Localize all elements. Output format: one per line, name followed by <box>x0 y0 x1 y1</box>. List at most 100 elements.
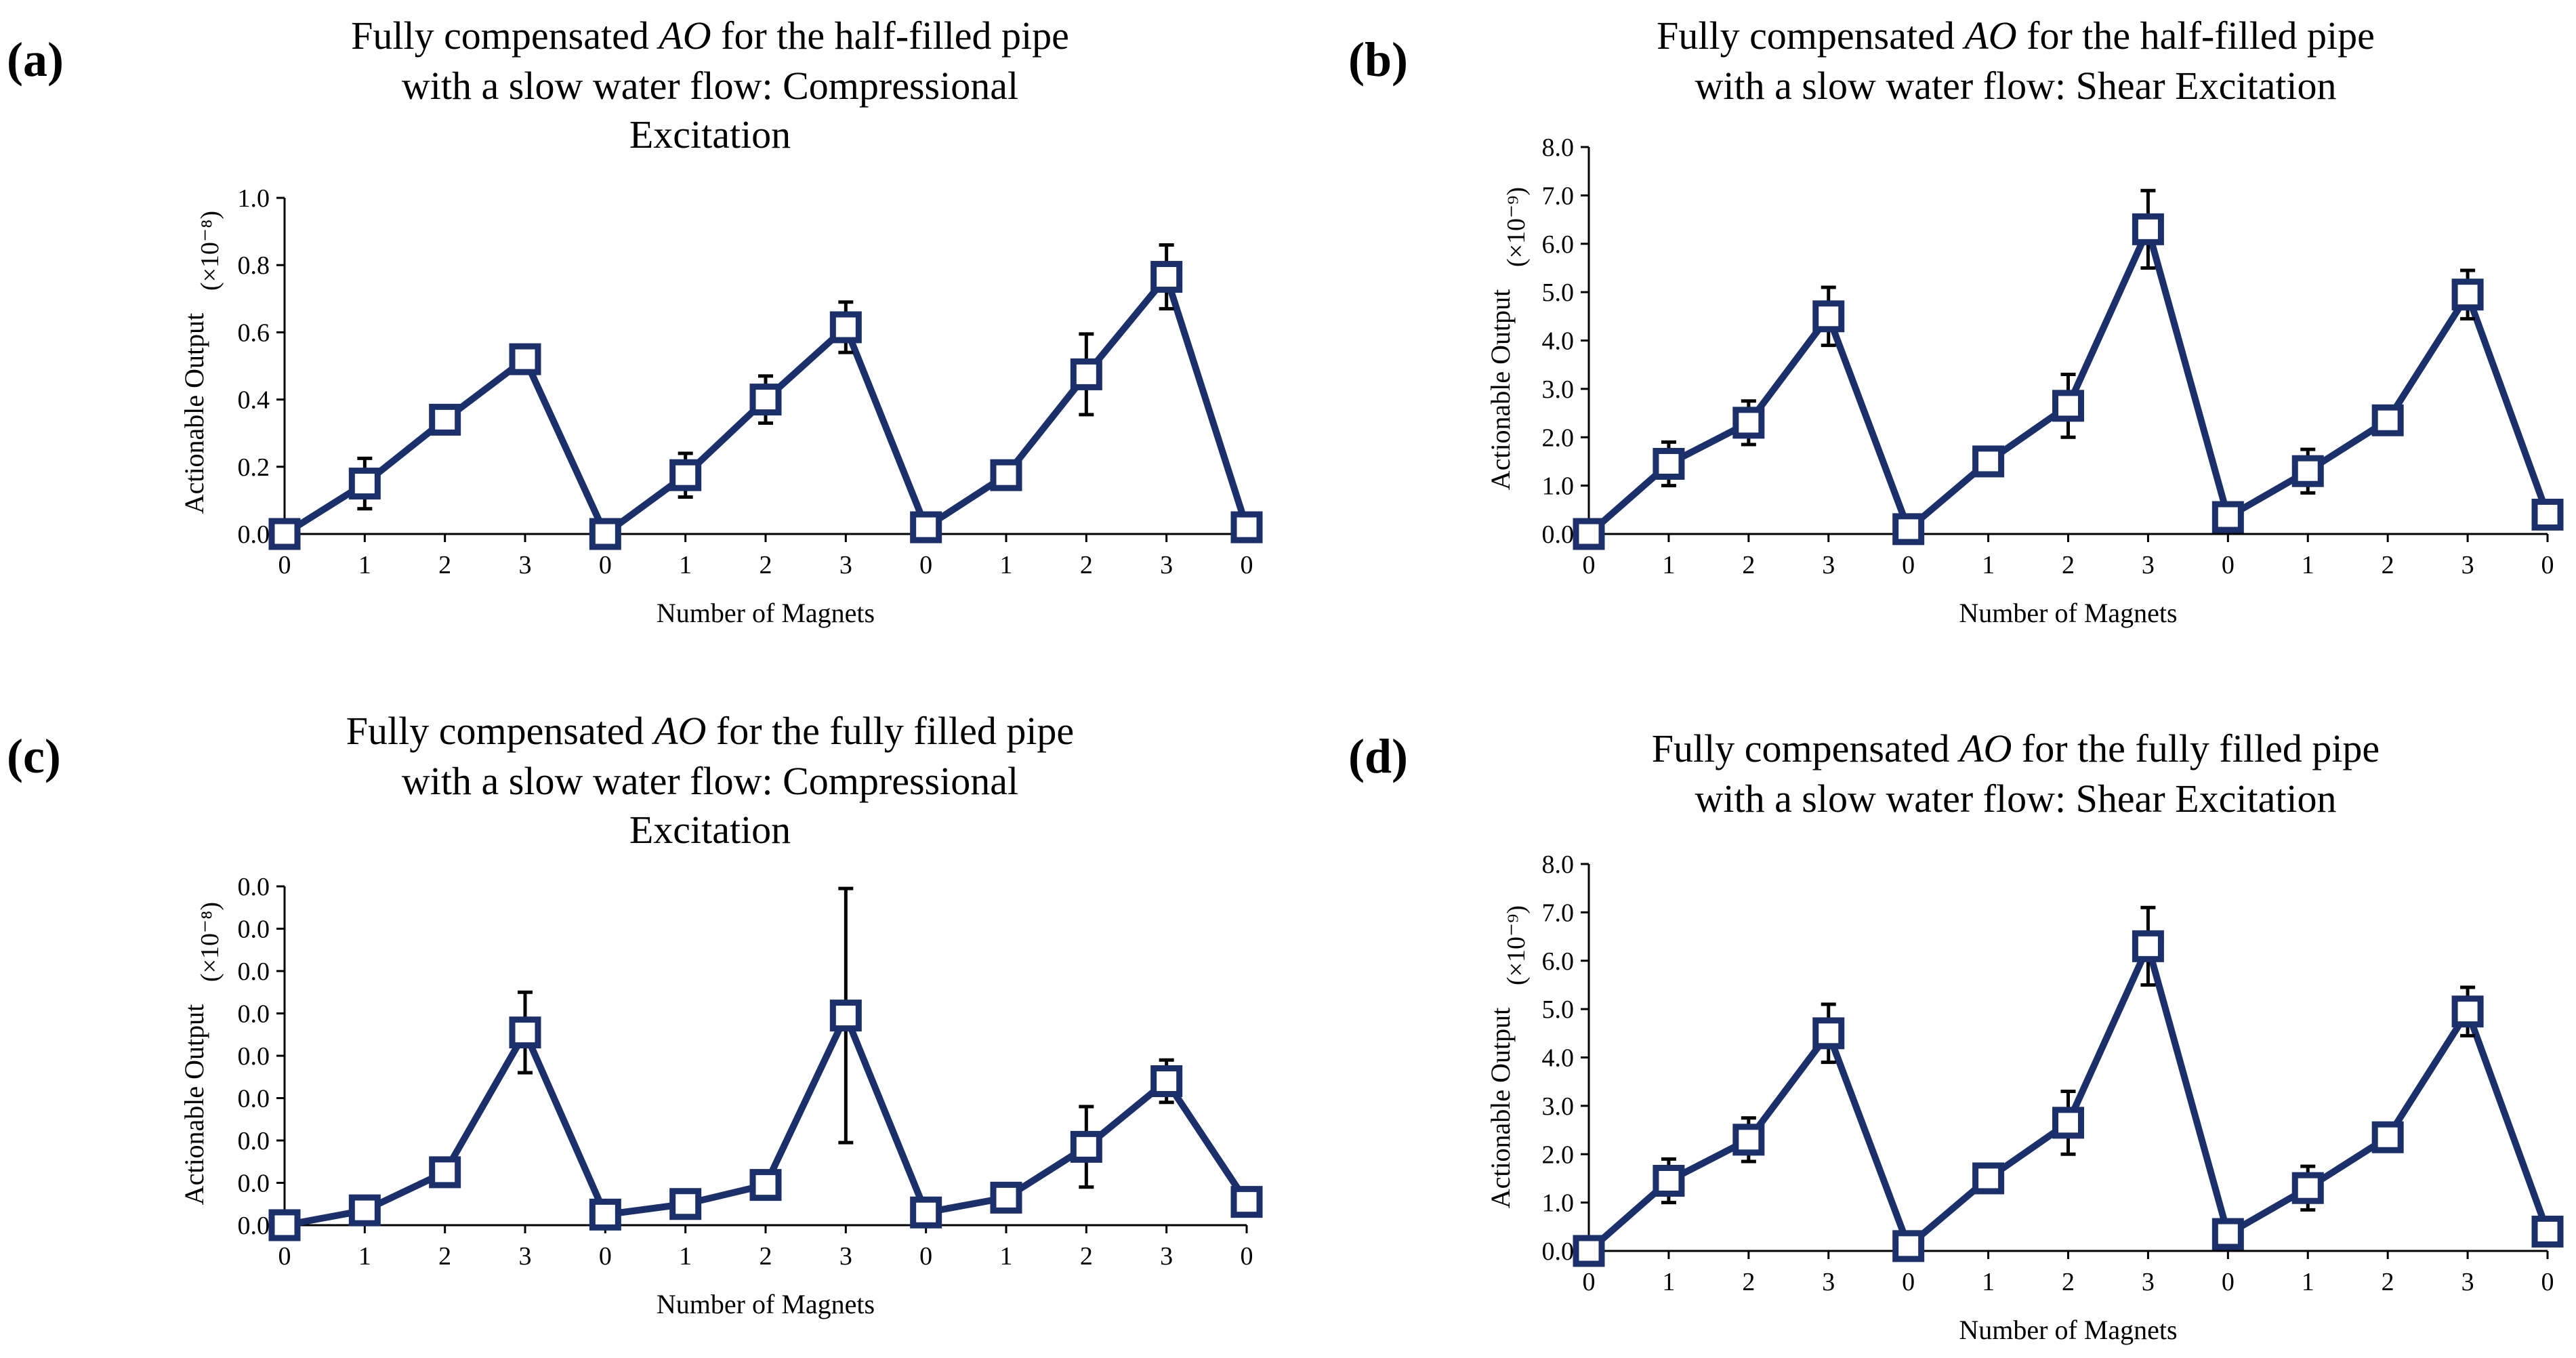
data-point <box>268 518 301 550</box>
data-point <box>669 1188 702 1220</box>
x-tick-label: 2 <box>2062 1268 2075 1296</box>
data-point <box>2531 1215 2564 1248</box>
x-tick-label: 3 <box>1160 1242 1173 1271</box>
data-point <box>1653 1165 1685 1197</box>
data-point <box>990 459 1022 491</box>
data-point <box>2371 404 2404 436</box>
x-tick-label: 2 <box>2062 551 2075 579</box>
y-tick-label: 0.0 <box>238 1042 270 1071</box>
chart-title-text: for the fully filled pipe <box>2012 726 2380 770</box>
x-tick-label: 3 <box>1160 551 1173 579</box>
x-tick-label: 0 <box>599 1242 612 1271</box>
chart-title-line: with a slow water flow: Shear Excitation <box>1695 777 2336 821</box>
y-axis-label: Actionable Output <box>1485 1008 1516 1209</box>
data-point <box>829 311 862 344</box>
data-point <box>268 1209 301 1241</box>
chart-title-line: with a slow water flow: Compressional <box>402 759 1018 803</box>
x-tick-label: 0 <box>2541 1268 2554 1296</box>
y-axis-label: Actionable Output <box>179 313 209 514</box>
chart-title-text: for the half-filled pipe <box>2017 14 2375 58</box>
chart-title-text: with a slow water flow: Compressional <box>402 759 1018 803</box>
data-point <box>1972 1162 2005 1195</box>
data-point <box>1653 448 1685 480</box>
y-axis-unit: (×10⁻⁹) <box>1502 905 1531 985</box>
data-point <box>589 518 621 550</box>
x-tick-label: 0 <box>1902 551 1915 579</box>
data-point <box>829 1000 862 1032</box>
chart-title-text: AO <box>1957 726 2012 770</box>
x-tick-label: 1 <box>2302 551 2314 579</box>
data-point <box>749 384 782 416</box>
y-tick-label: 0.0 <box>238 1127 270 1155</box>
y-tick-label: 8.0 <box>1542 133 1575 162</box>
x-tick-label: 0 <box>599 551 612 579</box>
chart-title-line: Fully compensated AO for the fully fille… <box>346 709 1074 753</box>
y-tick-label: 4.0 <box>1542 327 1575 356</box>
x-tick-label: 0 <box>919 551 932 579</box>
y-tick-label: 0.0 <box>238 520 270 549</box>
x-tick-label: 1 <box>1000 551 1013 579</box>
x-tick-label: 0 <box>2222 551 2235 579</box>
chart-title-text: Fully compensated <box>1652 726 1959 770</box>
chart-title-line: Excitation <box>629 112 791 157</box>
chart-title-text: with a slow water flow: Compressional <box>402 64 1018 108</box>
x-tick-label: 1 <box>1662 1268 1675 1296</box>
x-tick-label: 1 <box>1662 551 1675 579</box>
x-tick-label: 0 <box>278 551 291 579</box>
chart-panel-c: (c) Fully compensated AO for the fully fi… <box>7 709 1263 1319</box>
y-tick-label: 0.0 <box>238 958 270 986</box>
x-tick-label: 1 <box>679 551 692 579</box>
y-tick-label: 2.0 <box>1542 424 1575 452</box>
chart-panel-a: (a) Fully compensated AO for the half-fil… <box>7 14 1263 628</box>
x-axis-label: Number of Magnets <box>657 1289 875 1319</box>
y-tick-label: 0.0 <box>238 915 270 944</box>
y-tick-label: 0.0 <box>238 873 270 901</box>
y-tick-label: 0.0 <box>238 1170 270 1198</box>
data-point <box>1972 445 2005 478</box>
data-point <box>509 343 541 375</box>
x-tick-label: 0 <box>1902 1268 1915 1296</box>
data-point <box>2052 390 2084 422</box>
y-tick-label: 0.0 <box>1542 1237 1575 1266</box>
y-tick-label: 3.0 <box>1542 375 1575 404</box>
data-point <box>1732 1124 1765 1156</box>
x-tick-label: 2 <box>1742 1268 1755 1296</box>
chart-title-line: Fully compensated AO for the half-filled… <box>351 14 1069 58</box>
data-point <box>1150 1065 1183 1097</box>
x-tick-label: 0 <box>1583 551 1596 579</box>
y-tick-label: 7.0 <box>1542 899 1575 927</box>
x-tick-label: 2 <box>1080 1242 1093 1271</box>
chart-panel-d: (d) Fully compensated AO for the fully fi… <box>1348 726 2564 1345</box>
y-tick-label: 6.0 <box>1542 947 1575 976</box>
y-tick-label: 0.0 <box>238 1085 270 1113</box>
data-point <box>2291 455 2324 487</box>
panel-label: (b) <box>1348 33 1408 87</box>
y-tick-label: 1.0 <box>1542 1189 1575 1218</box>
chart-title-text: for the fully filled pipe <box>706 709 1074 753</box>
data-point <box>2132 213 2164 245</box>
data-point <box>1892 513 1925 546</box>
x-tick-label: 1 <box>1982 551 1995 579</box>
chart-title-text: Fully compensated <box>351 14 659 58</box>
y-tick-label: 1.0 <box>1542 472 1575 501</box>
panel-label: (d) <box>1348 729 1408 783</box>
x-tick-label: 3 <box>1822 1268 1835 1296</box>
x-tick-label: 1 <box>358 1242 371 1271</box>
x-tick-label: 2 <box>438 1242 451 1271</box>
data-point <box>1070 358 1102 390</box>
x-tick-label: 3 <box>2142 1268 2155 1296</box>
x-tick-label: 2 <box>438 551 451 579</box>
chart-title-text: AO <box>1961 14 2016 58</box>
y-tick-label: 5.0 <box>1542 279 1575 307</box>
x-tick-label: 0 <box>2541 551 2554 579</box>
chart-title-line: Fully compensated AO for the half-filled… <box>1657 14 2375 58</box>
chart-title-text: for the half-filled pipe <box>711 14 1069 58</box>
chart-title-line: with a slow water flow: Compressional <box>402 64 1018 108</box>
data-point <box>429 1156 461 1189</box>
chart-title-line: Fully compensated AO for the fully fille… <box>1652 726 2380 770</box>
x-axis-label: Number of Magnets <box>657 598 875 628</box>
data-point <box>589 1198 621 1231</box>
y-tick-label: 4.0 <box>1542 1044 1575 1073</box>
data-point <box>2211 501 2244 533</box>
